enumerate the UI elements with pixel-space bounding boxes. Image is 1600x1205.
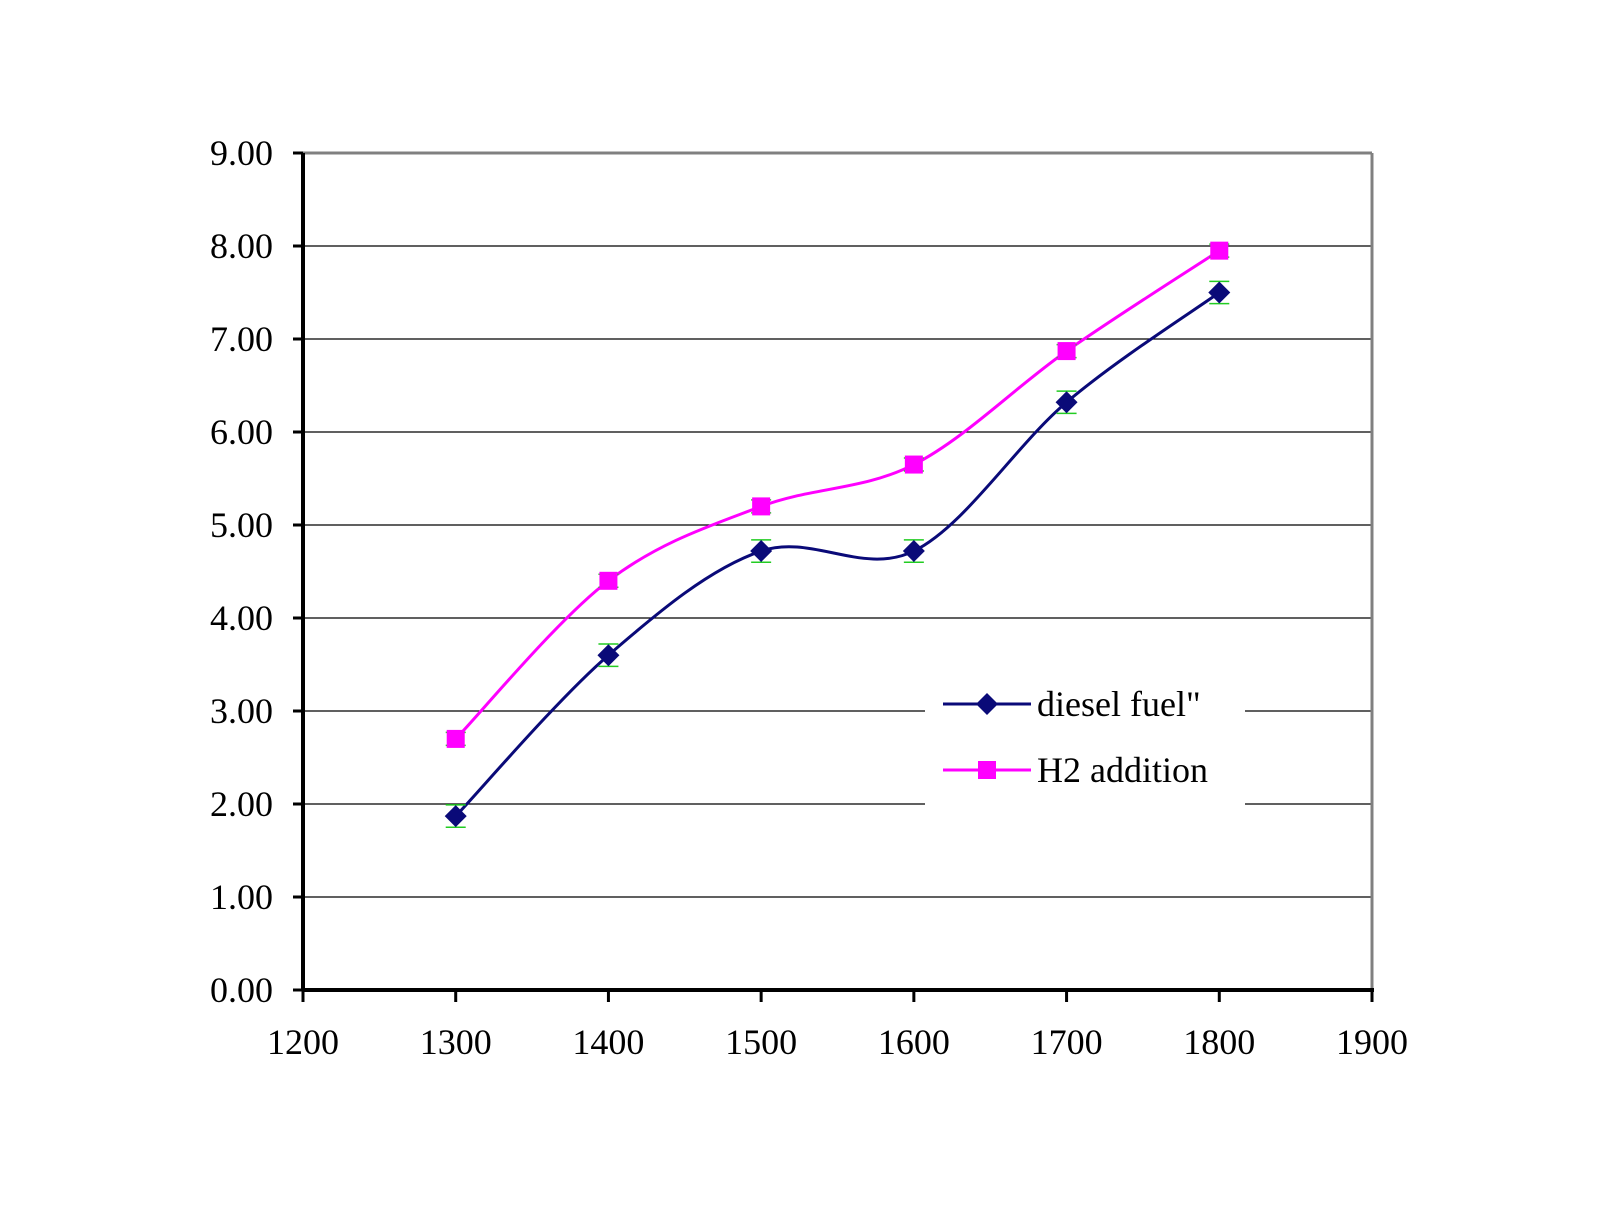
point-1-1 <box>599 571 618 590</box>
legend-label-0: diesel fuel" <box>1037 684 1201 724</box>
x-tick-label-4: 1600 <box>878 1022 950 1062</box>
x-tick-label-2: 1400 <box>572 1022 644 1062</box>
y-tick-label-7: 7.00 <box>210 319 273 359</box>
x-tick-label-1: 1300 <box>420 1022 492 1062</box>
axes-layer: 0.00 1.00 2.00 3.00 4.00 5.00 6.00 7.00 8.00 9.00… <box>210 133 1408 1062</box>
y-tick-label-4: 4.00 <box>210 598 273 638</box>
point-0-4 <box>1055 391 1078 414</box>
y-tick-label-9: 9.00 <box>210 133 273 173</box>
point-0-2 <box>750 540 773 563</box>
y-tick-label-8: 8.00 <box>210 226 273 266</box>
series-1 <box>445 241 1230 748</box>
point-1-2 <box>752 497 771 516</box>
y-tick-label-6: 6.00 <box>210 412 273 452</box>
x-tick-label-0: 1200 <box>267 1022 339 1062</box>
point-0-5 <box>1208 281 1231 304</box>
x-tick-label-3: 1500 <box>725 1022 797 1062</box>
legend-box <box>925 676 1245 806</box>
x-tick-label-5: 1700 <box>1031 1022 1103 1062</box>
legend-label-1: H2 addition <box>1037 750 1208 790</box>
point-0-1 <box>597 644 620 667</box>
legend: diesel fuel" H2 addition <box>925 676 1245 806</box>
point-0-0 <box>444 805 467 828</box>
series-line-1 <box>454 249 1221 740</box>
legend-marker-0 <box>976 693 998 715</box>
series-layer <box>444 241 1231 828</box>
y-tick-label-0: 0.00 <box>210 970 273 1010</box>
x-tick-label-7: 1900 <box>1336 1022 1408 1062</box>
point-0-3 <box>902 540 925 563</box>
y-tick-label-1: 1.00 <box>210 877 273 917</box>
point-1-5 <box>1210 241 1229 260</box>
series-0 <box>444 280 1231 828</box>
x-tick-label-6: 1800 <box>1183 1022 1255 1062</box>
point-1-3 <box>904 455 923 474</box>
point-1-0 <box>446 729 465 748</box>
y-tick-label-5: 5.00 <box>210 505 273 545</box>
legend-marker-1 <box>978 761 996 779</box>
point-1-4 <box>1057 342 1076 361</box>
y-tick-label-2: 2.00 <box>210 784 273 824</box>
series-line-0 <box>454 291 1221 818</box>
y-tick-label-3: 3.00 <box>210 691 273 731</box>
